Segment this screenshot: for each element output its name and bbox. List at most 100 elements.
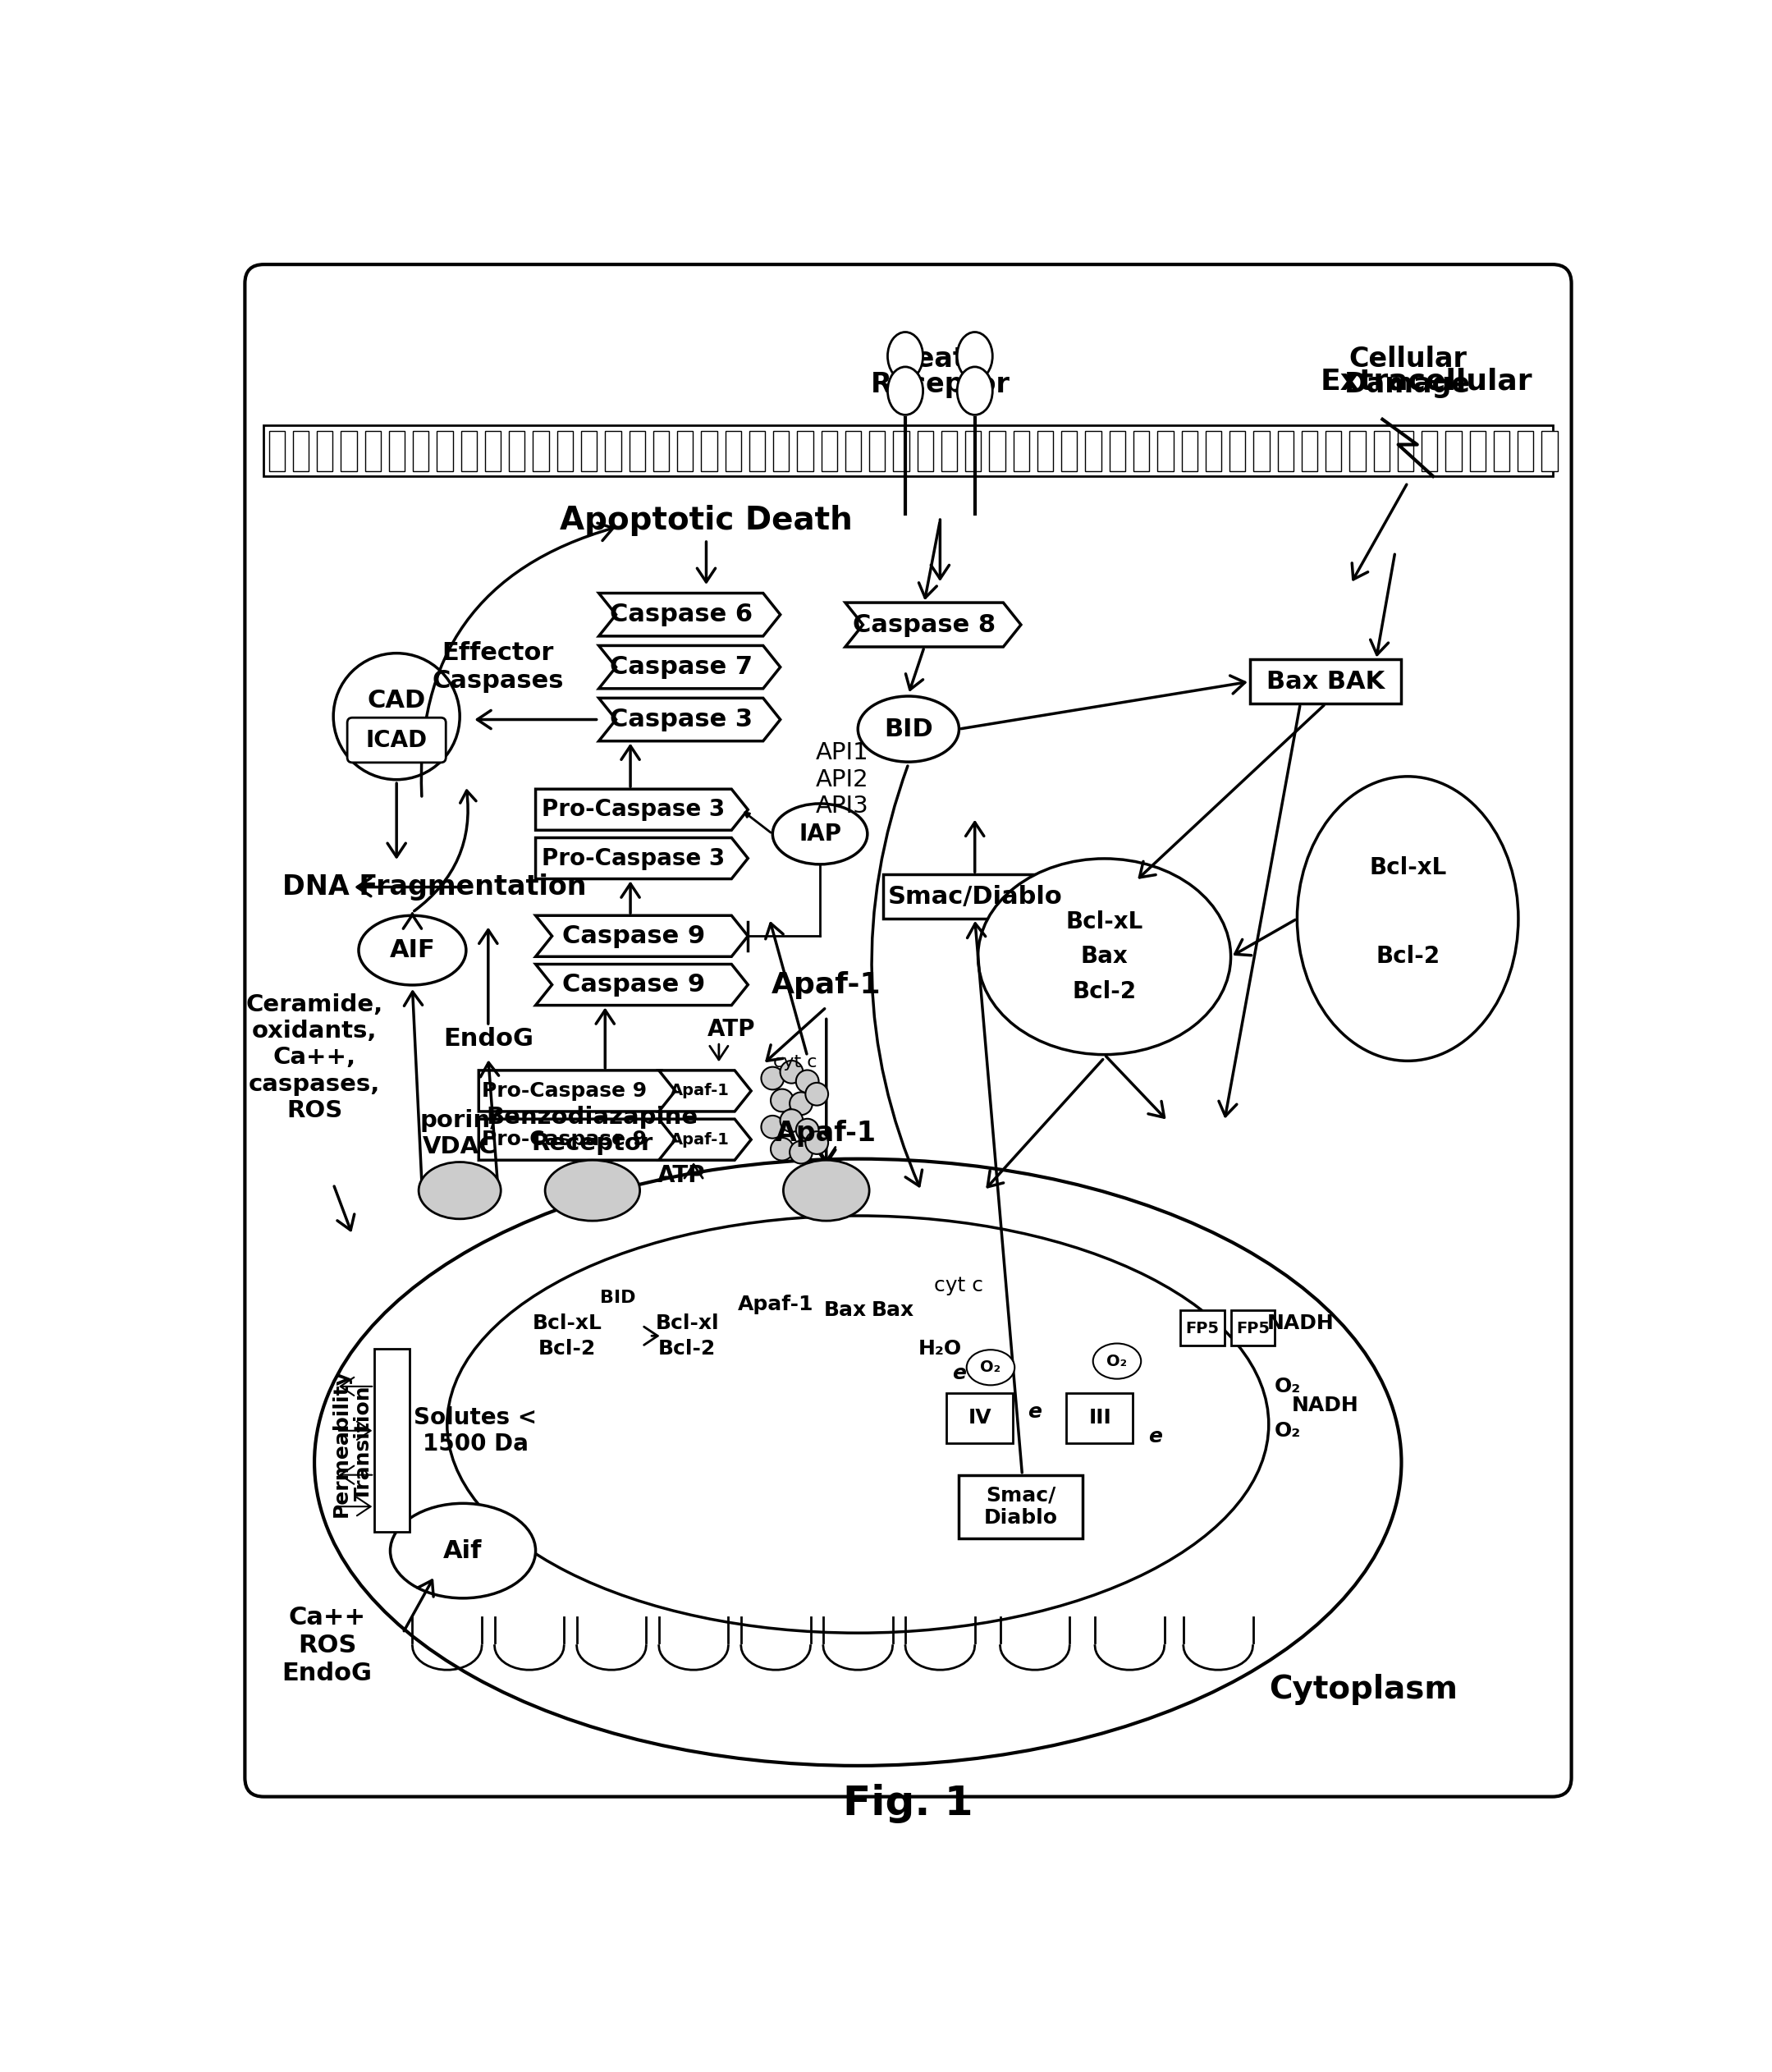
Circle shape — [796, 1069, 819, 1092]
Text: porin/
VDAC: porin/ VDAC — [420, 1109, 500, 1158]
Bar — [1014, 431, 1030, 470]
Bar — [725, 431, 741, 470]
Polygon shape — [535, 916, 748, 957]
Bar — [966, 431, 982, 470]
Bar — [317, 431, 333, 470]
Bar — [702, 431, 718, 470]
Text: FP5: FP5 — [1185, 1320, 1219, 1336]
Bar — [1373, 431, 1389, 470]
Bar — [1157, 431, 1173, 470]
Ellipse shape — [390, 1504, 535, 1598]
Bar — [959, 1475, 1083, 1537]
Circle shape — [796, 1119, 819, 1142]
Bar — [773, 431, 789, 470]
Text: Caspase 9: Caspase 9 — [562, 924, 705, 949]
Text: AIF: AIF — [390, 939, 436, 961]
Bar — [1302, 431, 1317, 470]
Ellipse shape — [957, 367, 992, 414]
Text: EndoG: EndoG — [443, 1028, 533, 1051]
Polygon shape — [845, 603, 1021, 646]
Bar — [1249, 659, 1402, 704]
Circle shape — [790, 1142, 812, 1164]
Text: Pro-Caspase 3: Pro-Caspase 3 — [542, 798, 725, 821]
Text: Permeability
Transition: Permeability Transition — [331, 1370, 374, 1517]
Text: Bcl-xL: Bcl-xL — [532, 1314, 602, 1332]
Bar — [604, 431, 620, 470]
Polygon shape — [599, 593, 780, 636]
Ellipse shape — [358, 916, 466, 984]
Bar — [340, 431, 356, 470]
Text: Effector
Caspases: Effector Caspases — [432, 642, 563, 692]
Bar — [1446, 431, 1462, 470]
Ellipse shape — [888, 367, 923, 414]
Text: ATP: ATP — [657, 1164, 705, 1187]
Text: Apaf-1: Apaf-1 — [670, 1084, 730, 1098]
Bar — [533, 431, 549, 470]
Text: Caspase 9: Caspase 9 — [562, 974, 705, 997]
Bar — [1180, 1312, 1224, 1345]
Text: Benzodiazapine
Receptor: Benzodiazapine Receptor — [487, 1106, 698, 1156]
Bar — [438, 431, 454, 470]
Bar — [918, 431, 934, 470]
Ellipse shape — [418, 1162, 501, 1218]
Polygon shape — [478, 1119, 679, 1160]
Text: Bcl-xl: Bcl-xl — [656, 1314, 719, 1332]
Bar — [365, 431, 381, 470]
Text: NADH: NADH — [1267, 1314, 1334, 1332]
Bar — [269, 431, 285, 470]
Polygon shape — [659, 1119, 751, 1160]
Text: Caspase 6: Caspase 6 — [610, 603, 753, 626]
Text: Caspase 8: Caspase 8 — [852, 613, 996, 636]
Bar — [1232, 1312, 1276, 1345]
Text: Apaf-1: Apaf-1 — [670, 1131, 730, 1148]
Bar — [1037, 431, 1053, 470]
Text: NADH: NADH — [1292, 1397, 1359, 1415]
Text: Pro-Caspase 9: Pro-Caspase 9 — [482, 1082, 647, 1100]
Bar — [1325, 431, 1341, 470]
Bar — [264, 425, 1552, 477]
Polygon shape — [535, 837, 748, 879]
Text: Damage: Damage — [1345, 371, 1471, 398]
Ellipse shape — [783, 1160, 870, 1220]
Text: III: III — [1088, 1409, 1111, 1428]
Bar — [581, 431, 597, 470]
Text: cyt c: cyt c — [773, 1055, 817, 1071]
Text: Apaf-1: Apaf-1 — [771, 972, 881, 999]
Text: Pro-Caspase 9: Pro-Caspase 9 — [482, 1129, 647, 1150]
Polygon shape — [599, 698, 780, 742]
Text: Smac/Diablo: Smac/Diablo — [888, 885, 1061, 908]
Bar — [1398, 431, 1414, 470]
Bar — [1230, 431, 1246, 470]
Circle shape — [771, 1138, 794, 1160]
Bar — [820, 431, 836, 470]
Text: Bcl-2: Bcl-2 — [659, 1339, 716, 1359]
Bar — [1278, 431, 1294, 470]
Ellipse shape — [888, 332, 923, 379]
Text: e: e — [1028, 1403, 1042, 1421]
Ellipse shape — [957, 332, 992, 379]
Text: O₂: O₂ — [1108, 1353, 1127, 1370]
Text: Bax: Bax — [872, 1301, 914, 1320]
Bar — [1086, 431, 1100, 470]
Text: Receptor: Receptor — [870, 371, 1010, 398]
Ellipse shape — [1093, 1343, 1141, 1378]
Bar — [509, 431, 525, 470]
Bar — [1253, 431, 1269, 470]
Circle shape — [806, 1084, 828, 1106]
Text: Ca++
ROS
EndoG: Ca++ ROS EndoG — [282, 1606, 372, 1685]
Text: O₂: O₂ — [980, 1359, 1001, 1376]
Text: cyt c: cyt c — [934, 1276, 983, 1295]
Ellipse shape — [978, 858, 1232, 1055]
Bar — [882, 874, 1067, 918]
Bar — [486, 431, 501, 470]
FancyBboxPatch shape — [347, 717, 447, 762]
Polygon shape — [478, 1071, 679, 1111]
Text: API1
API2
API3: API1 API2 API3 — [815, 742, 868, 818]
Text: H₂O: H₂O — [918, 1339, 962, 1359]
Ellipse shape — [314, 1158, 1402, 1765]
Circle shape — [806, 1131, 828, 1154]
Bar — [1109, 431, 1125, 470]
Bar — [1182, 431, 1198, 470]
Circle shape — [790, 1092, 812, 1115]
Text: ICAD: ICAD — [365, 729, 427, 752]
